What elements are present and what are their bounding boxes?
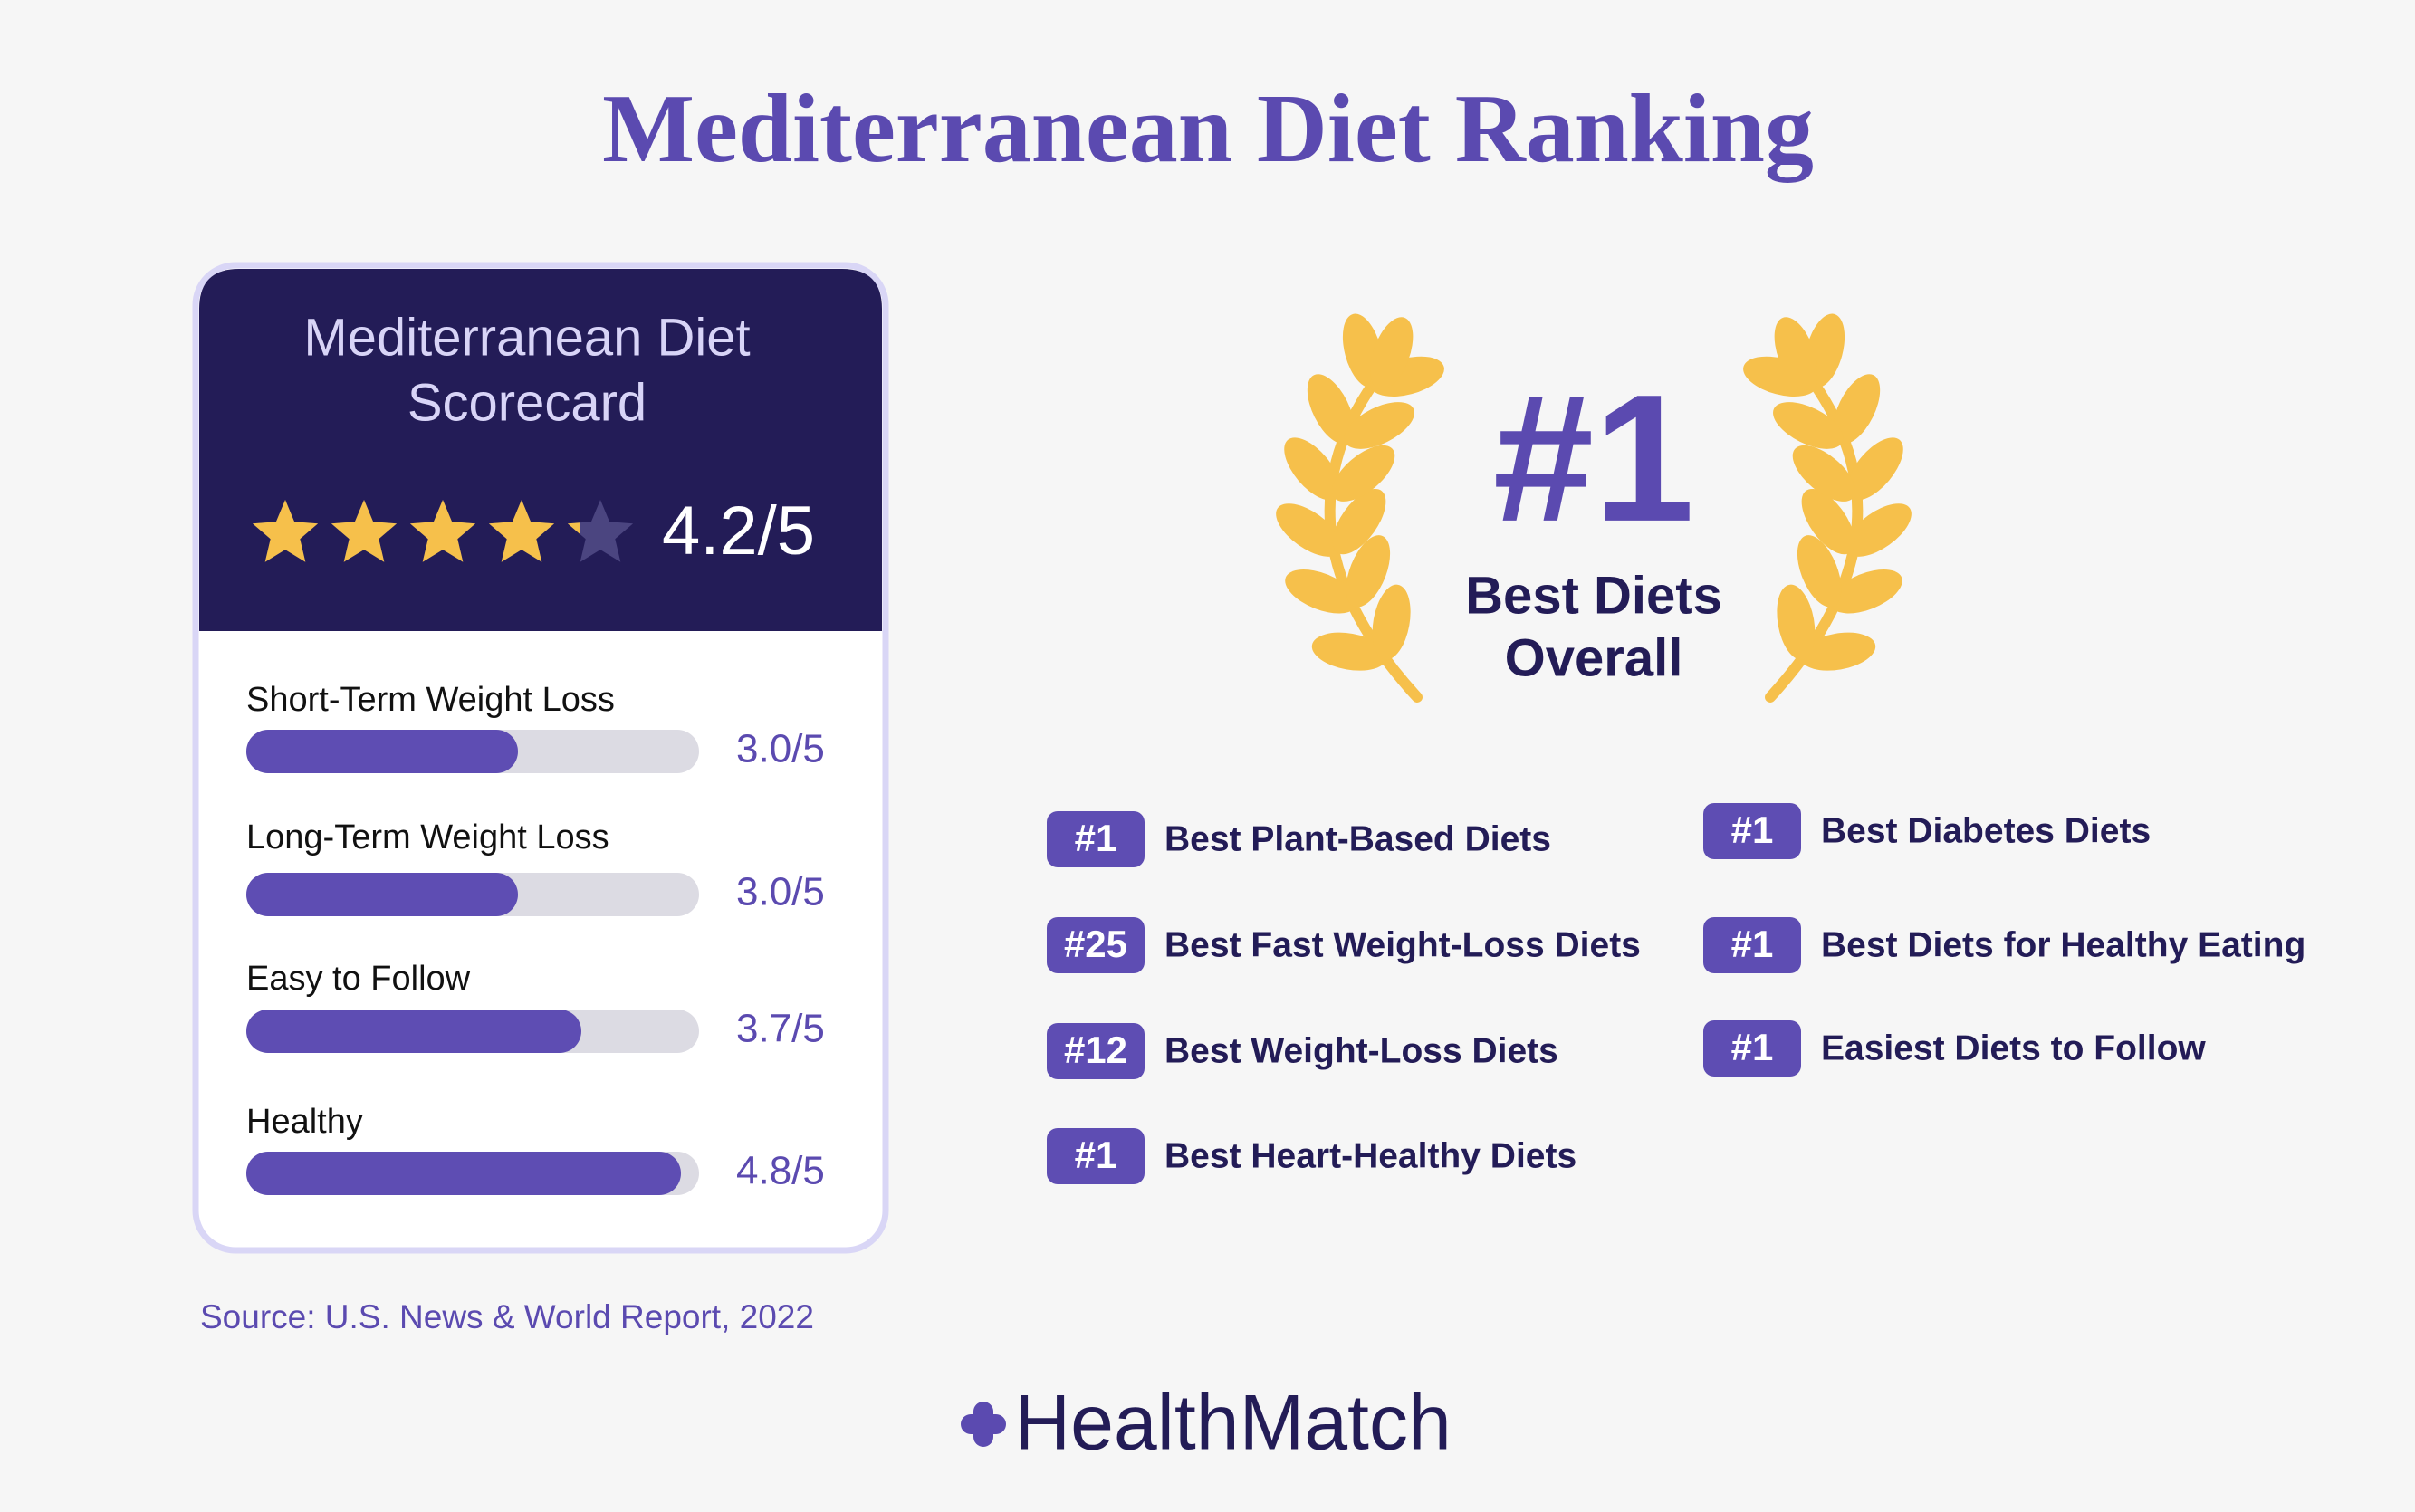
laurel	[1743, 313, 1912, 703]
laurel-leaf	[1777, 584, 1816, 660]
rank-badge	[1047, 1023, 1145, 1079]
scorecard-title: Scorecard	[407, 373, 647, 432]
score-label: 3.7/5	[736, 1007, 825, 1051]
laurel-leaf	[1830, 569, 1902, 614]
rank-badge-text: #1	[1731, 923, 1774, 965]
laurel-leaf	[1846, 437, 1903, 501]
rank-label: Best Fast Weight-Loss Diets	[1164, 925, 1641, 964]
score-label: 4.8/5	[736, 1149, 825, 1193]
rank-badge-text: #1	[1731, 1026, 1774, 1068]
laurel-leaf	[1800, 632, 1876, 671]
bar	[246, 730, 518, 773]
bar	[246, 1010, 581, 1053]
rank-label: Easiest Diets to Follow	[1821, 1029, 2206, 1067]
laurel-leaf	[1344, 402, 1414, 449]
bar	[246, 1152, 681, 1195]
rank-badge-text: #12	[1064, 1029, 1127, 1071]
rank-badge	[1047, 811, 1145, 867]
laurel-leaf	[1307, 374, 1355, 445]
logo: HealthMatch	[1014, 1380, 1452, 1467]
rank-badge-text: #1	[1075, 817, 1117, 859]
rating-label: 4.2/5	[662, 493, 815, 569]
rank-badge	[1703, 1020, 1801, 1077]
scorecard-title: Mediterranean Diet	[303, 308, 750, 367]
star	[331, 500, 398, 562]
rank-label: Best Plant-Based Diets	[1164, 819, 1551, 858]
rank-badge	[1703, 917, 1801, 973]
laurel-leaf	[1797, 535, 1842, 608]
row-label: Healthy	[246, 1103, 363, 1141]
row-label: Easy to Follow	[246, 960, 471, 998]
laurel-leaf	[1332, 488, 1386, 555]
logo-icon-part	[973, 1402, 993, 1447]
rank-label: Best Diabetes Diets	[1821, 811, 2151, 850]
laurel-leaf	[1346, 535, 1391, 608]
score-label: 3.0/5	[736, 727, 825, 771]
award-text: Best Diets	[1465, 566, 1722, 625]
rank-badge-text: #1	[1075, 1134, 1117, 1176]
rank-badge-text: #25	[1064, 923, 1127, 965]
logo-icon	[961, 1402, 1006, 1447]
rank-label: Best Heart-Healthy Diets	[1164, 1136, 1576, 1175]
award-text: Overall	[1505, 628, 1683, 687]
row-label: Short-Term Weight Loss	[246, 681, 615, 719]
row-label: Long-Term Weight Loss	[246, 818, 609, 856]
star	[409, 500, 476, 562]
award-rank: #1	[1493, 358, 1694, 560]
laurel-leaf	[1331, 445, 1395, 502]
bar	[246, 873, 518, 916]
rank-badge	[1703, 803, 1801, 859]
page-title: Mediterranean Diet Ranking	[602, 75, 1814, 183]
laurel-leaf	[1284, 437, 1341, 501]
laurel-leaf	[1370, 317, 1414, 390]
laurel-leaf	[1311, 632, 1387, 671]
score-label: 3.0/5	[736, 870, 825, 914]
rank-label: Best Weight-Loss Diets	[1164, 1031, 1558, 1070]
laurel-leaf	[1285, 569, 1357, 614]
laurel-leaf	[1774, 317, 1817, 390]
laurel	[1276, 313, 1444, 703]
rank-badge	[1047, 1128, 1145, 1184]
rank-badge-text: #1	[1731, 809, 1774, 851]
laurel-leaf	[1372, 584, 1411, 660]
laurel-leaf	[1801, 488, 1855, 555]
star	[567, 522, 580, 534]
laurel-leaf	[1833, 374, 1881, 445]
source: Source: U.S. News & World Report, 2022	[200, 1298, 814, 1335]
laurel-leaf	[1773, 402, 1844, 449]
laurel-leaf	[1276, 503, 1342, 557]
rank-badge	[1047, 917, 1145, 973]
star	[488, 500, 555, 562]
rank-label: Best Diets for Healthy Eating	[1821, 925, 2305, 964]
star-empty	[567, 500, 634, 562]
laurel-leaf	[1792, 445, 1856, 502]
star	[252, 500, 319, 562]
laurel-leaf	[1845, 503, 1912, 557]
